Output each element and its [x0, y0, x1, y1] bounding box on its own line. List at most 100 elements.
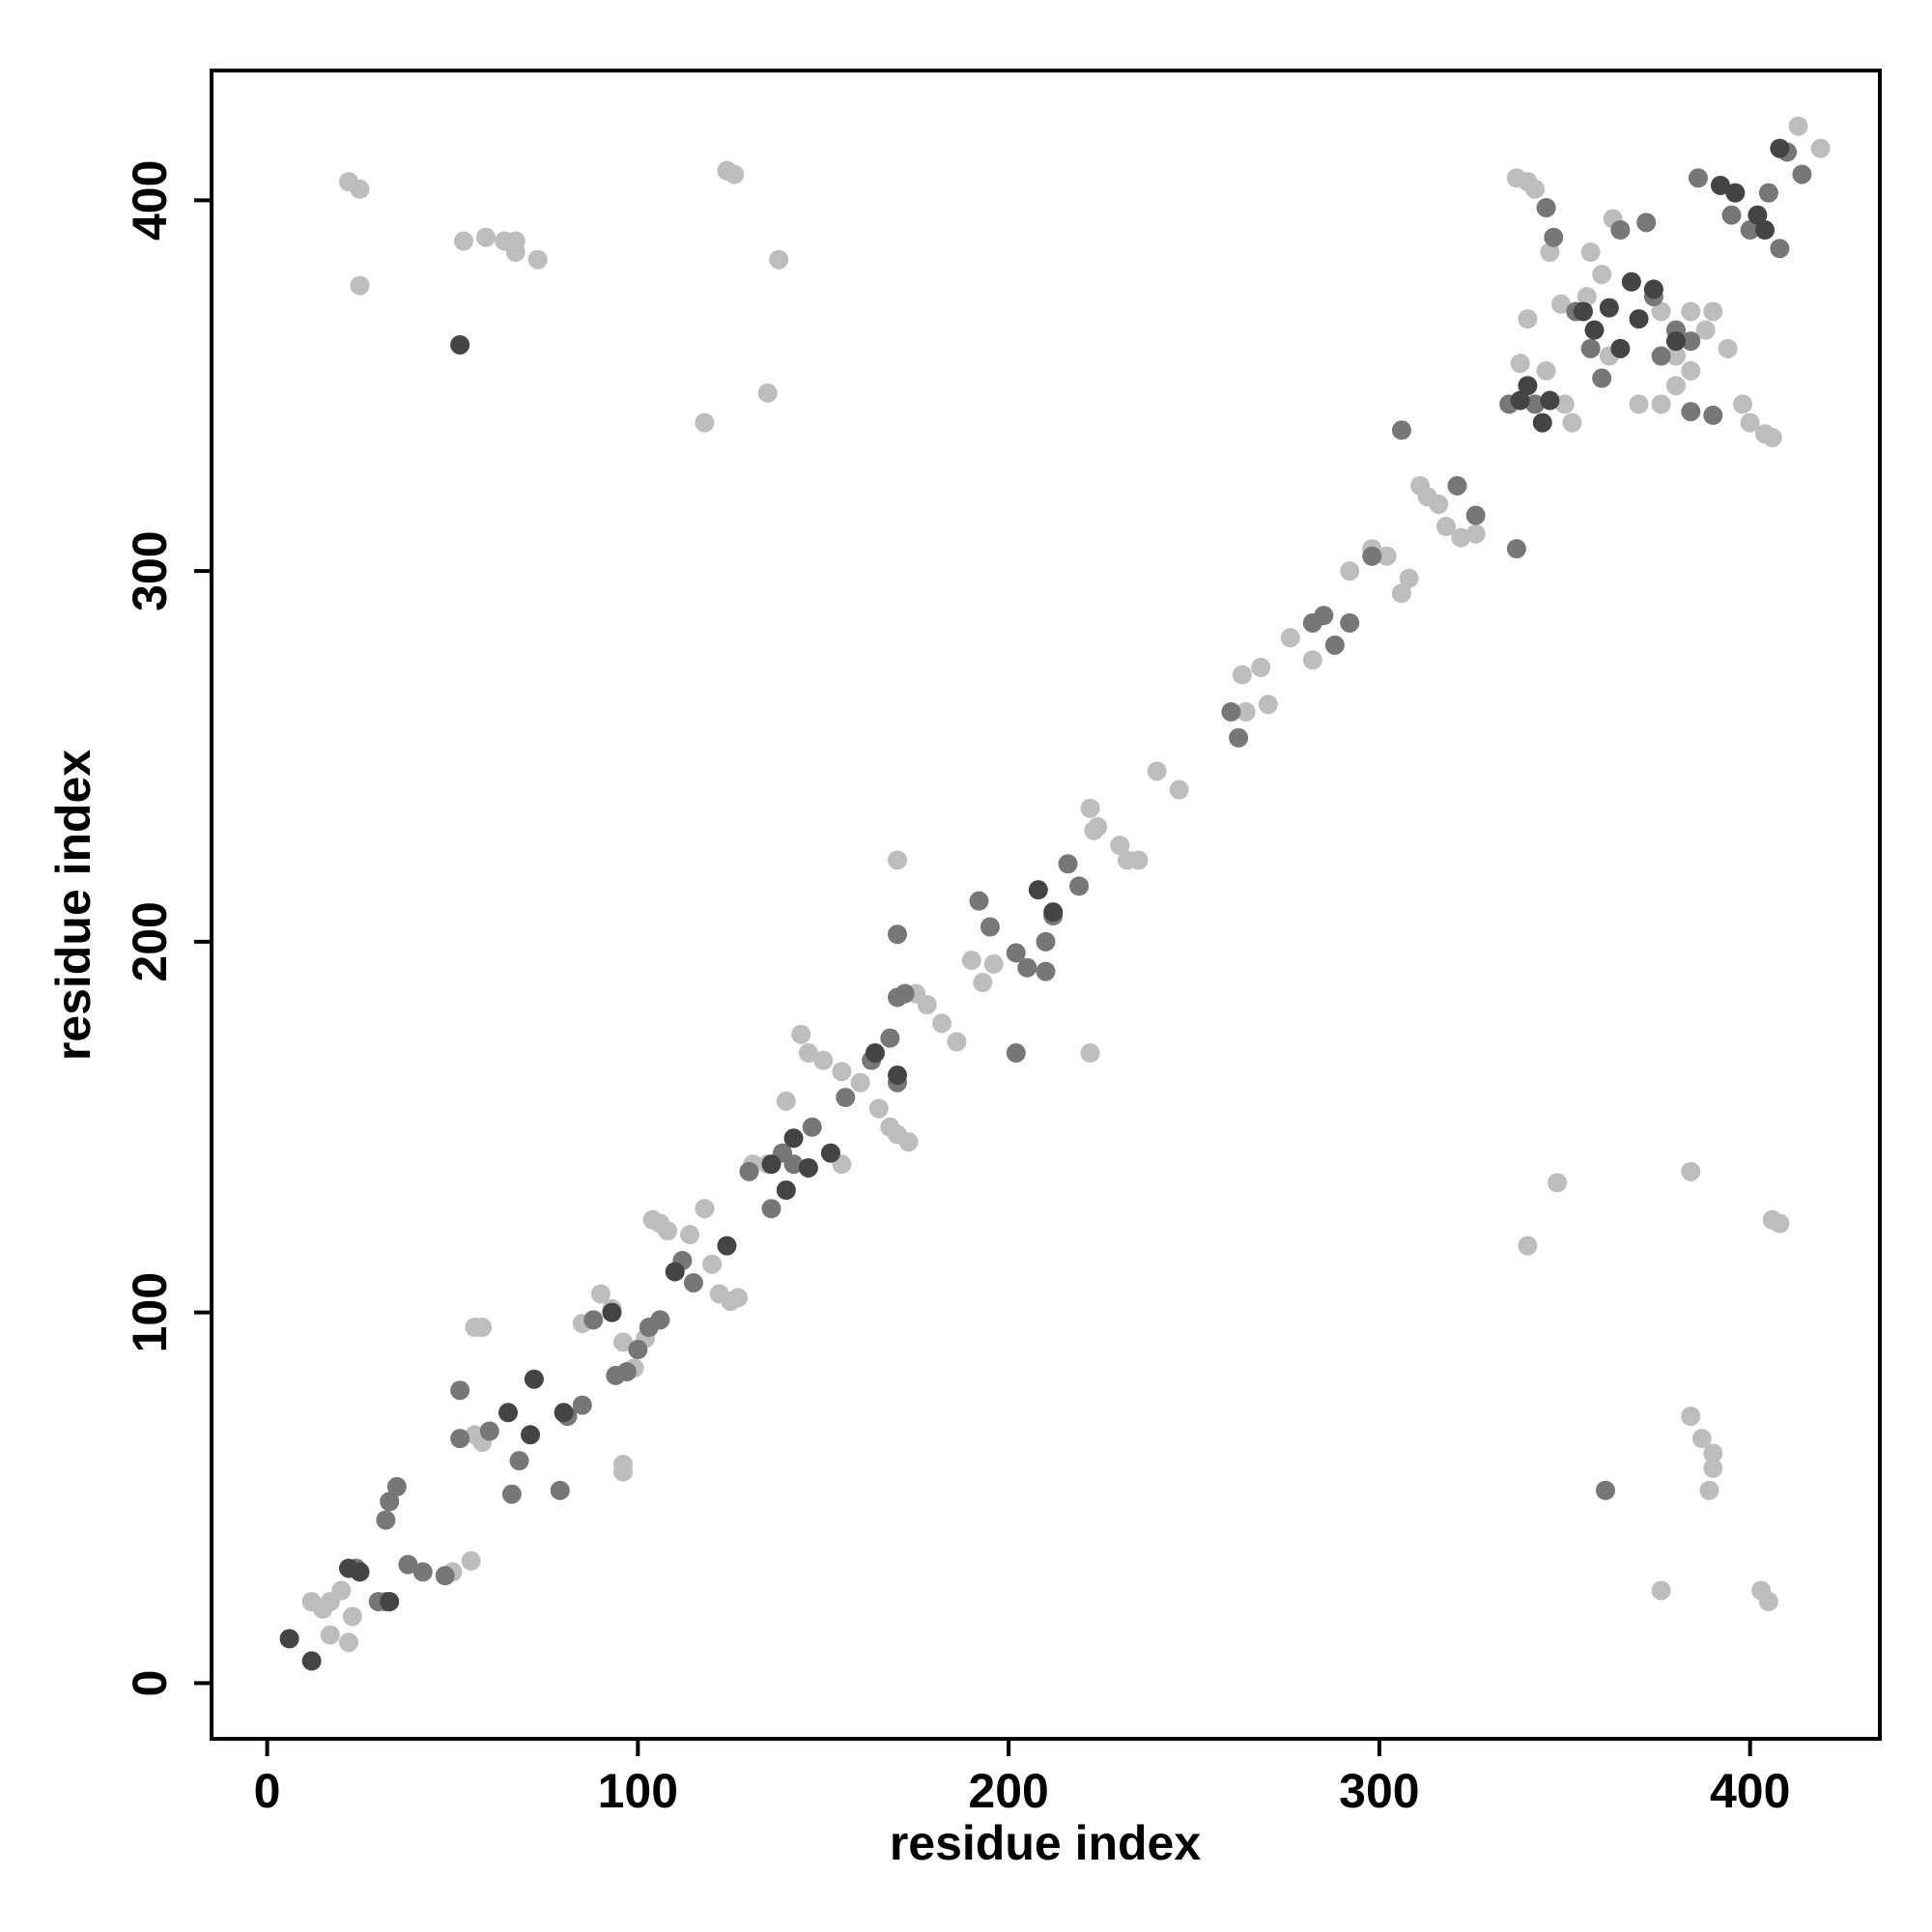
- contact-point: [1169, 780, 1189, 800]
- contact-point: [947, 1032, 967, 1052]
- contact-point: [932, 1013, 952, 1034]
- contact-point: [917, 995, 937, 1015]
- contact-point: [1036, 931, 1056, 952]
- contact-point: [1573, 301, 1593, 322]
- contact-point: [1548, 1173, 1568, 1193]
- contact-point: [1703, 405, 1723, 425]
- contact-point: [1391, 420, 1411, 440]
- contact-point: [453, 231, 473, 251]
- contact-point: [1610, 338, 1631, 358]
- contact-point: [1510, 390, 1530, 411]
- contact-point: [1229, 727, 1249, 748]
- contact-point: [1681, 1161, 1701, 1181]
- contact-point: [550, 1480, 570, 1500]
- contact-point: [1577, 287, 1597, 307]
- contact-point: [1362, 546, 1382, 566]
- contact-point: [1536, 360, 1556, 381]
- contact-point: [1110, 836, 1130, 856]
- contact-point: [880, 1028, 900, 1048]
- contact-point: [1770, 239, 1790, 259]
- contact-point: [465, 1318, 485, 1338]
- contact-point: [509, 1451, 529, 1471]
- contact-point: [1435, 517, 1456, 537]
- contact-point: [1621, 271, 1641, 292]
- contact-point: [1447, 475, 1467, 496]
- contact-point: [798, 1043, 818, 1064]
- contact-point: [1610, 220, 1631, 241]
- contact-point: [1377, 546, 1397, 566]
- contact-point: [783, 1154, 804, 1175]
- contact-point: [498, 1403, 519, 1423]
- contact-point: [572, 1395, 592, 1415]
- contact-point: [1584, 320, 1605, 340]
- contact-point: [1429, 495, 1449, 515]
- contact-point: [683, 1272, 703, 1293]
- contact-point: [435, 1566, 455, 1586]
- x-tick-label: 0: [254, 1764, 281, 1818]
- contact-point: [521, 1425, 541, 1445]
- contact-point: [791, 1024, 811, 1044]
- contact-point: [616, 1362, 637, 1382]
- y-tick-label: 400: [123, 160, 177, 241]
- contact-point: [1043, 902, 1064, 923]
- contact-point: [1302, 650, 1322, 670]
- contact-point: [702, 1254, 723, 1274]
- contact-point: [1665, 346, 1686, 366]
- contact-point: [1758, 183, 1778, 203]
- contact-point: [1232, 665, 1252, 685]
- contact-point: [1788, 116, 1808, 136]
- contact-point: [1703, 1458, 1723, 1478]
- contact-point: [1710, 175, 1730, 195]
- contact-point: [1058, 854, 1078, 874]
- contact-point: [590, 1284, 611, 1304]
- contact-point: [1755, 220, 1776, 241]
- contact-point: [524, 1369, 544, 1389]
- contact-point: [850, 1072, 870, 1093]
- contact-point: [338, 1633, 358, 1653]
- contact-point: [1465, 524, 1486, 544]
- contact-point: [1770, 1213, 1790, 1234]
- contact-point: [1681, 402, 1701, 422]
- contact-point: [1792, 164, 1812, 185]
- contact-point: [1006, 943, 1026, 963]
- contact-point: [1314, 606, 1334, 626]
- contact-point: [695, 1199, 715, 1219]
- contact-point: [680, 1225, 700, 1245]
- contact-point: [1554, 394, 1575, 414]
- contact-point: [1762, 427, 1782, 447]
- contact-point: [505, 242, 526, 263]
- contact-point: [450, 1429, 470, 1449]
- contact-point: [1006, 1043, 1026, 1064]
- contact-point: [1324, 635, 1345, 655]
- y-tick-label: 0: [123, 1670, 177, 1697]
- contact-point: [1221, 701, 1241, 722]
- contact-point: [757, 383, 778, 403]
- contact-point: [1532, 412, 1552, 433]
- contact-point: [1451, 527, 1471, 548]
- contact-point: [1699, 1480, 1719, 1500]
- contact-point: [1592, 368, 1612, 388]
- contact-point: [1703, 1443, 1723, 1463]
- contact-point: [1550, 294, 1571, 314]
- contact-point: [1540, 390, 1560, 411]
- contact-point: [342, 1606, 362, 1627]
- contact-point: [727, 1288, 748, 1308]
- y-tick-label: 300: [123, 530, 177, 611]
- contact-point: [1525, 179, 1546, 199]
- contact-point: [1651, 301, 1671, 322]
- x-tick-label: 100: [598, 1764, 678, 1818]
- contact-point: [973, 973, 993, 993]
- contact-point: [1251, 657, 1271, 677]
- contact-point: [717, 1236, 737, 1256]
- contact-point: [658, 1221, 678, 1241]
- contact-point: [695, 412, 715, 433]
- contact-point: [479, 1421, 499, 1441]
- contact-point: [1747, 205, 1768, 225]
- contact-point: [832, 1062, 852, 1082]
- contact-point: [1643, 279, 1663, 299]
- contact-point: [301, 1651, 322, 1671]
- contact-point: [1069, 876, 1090, 896]
- y-tick-label: 100: [123, 1272, 177, 1352]
- contact-point: [380, 1592, 400, 1612]
- contact-point: [1525, 394, 1546, 414]
